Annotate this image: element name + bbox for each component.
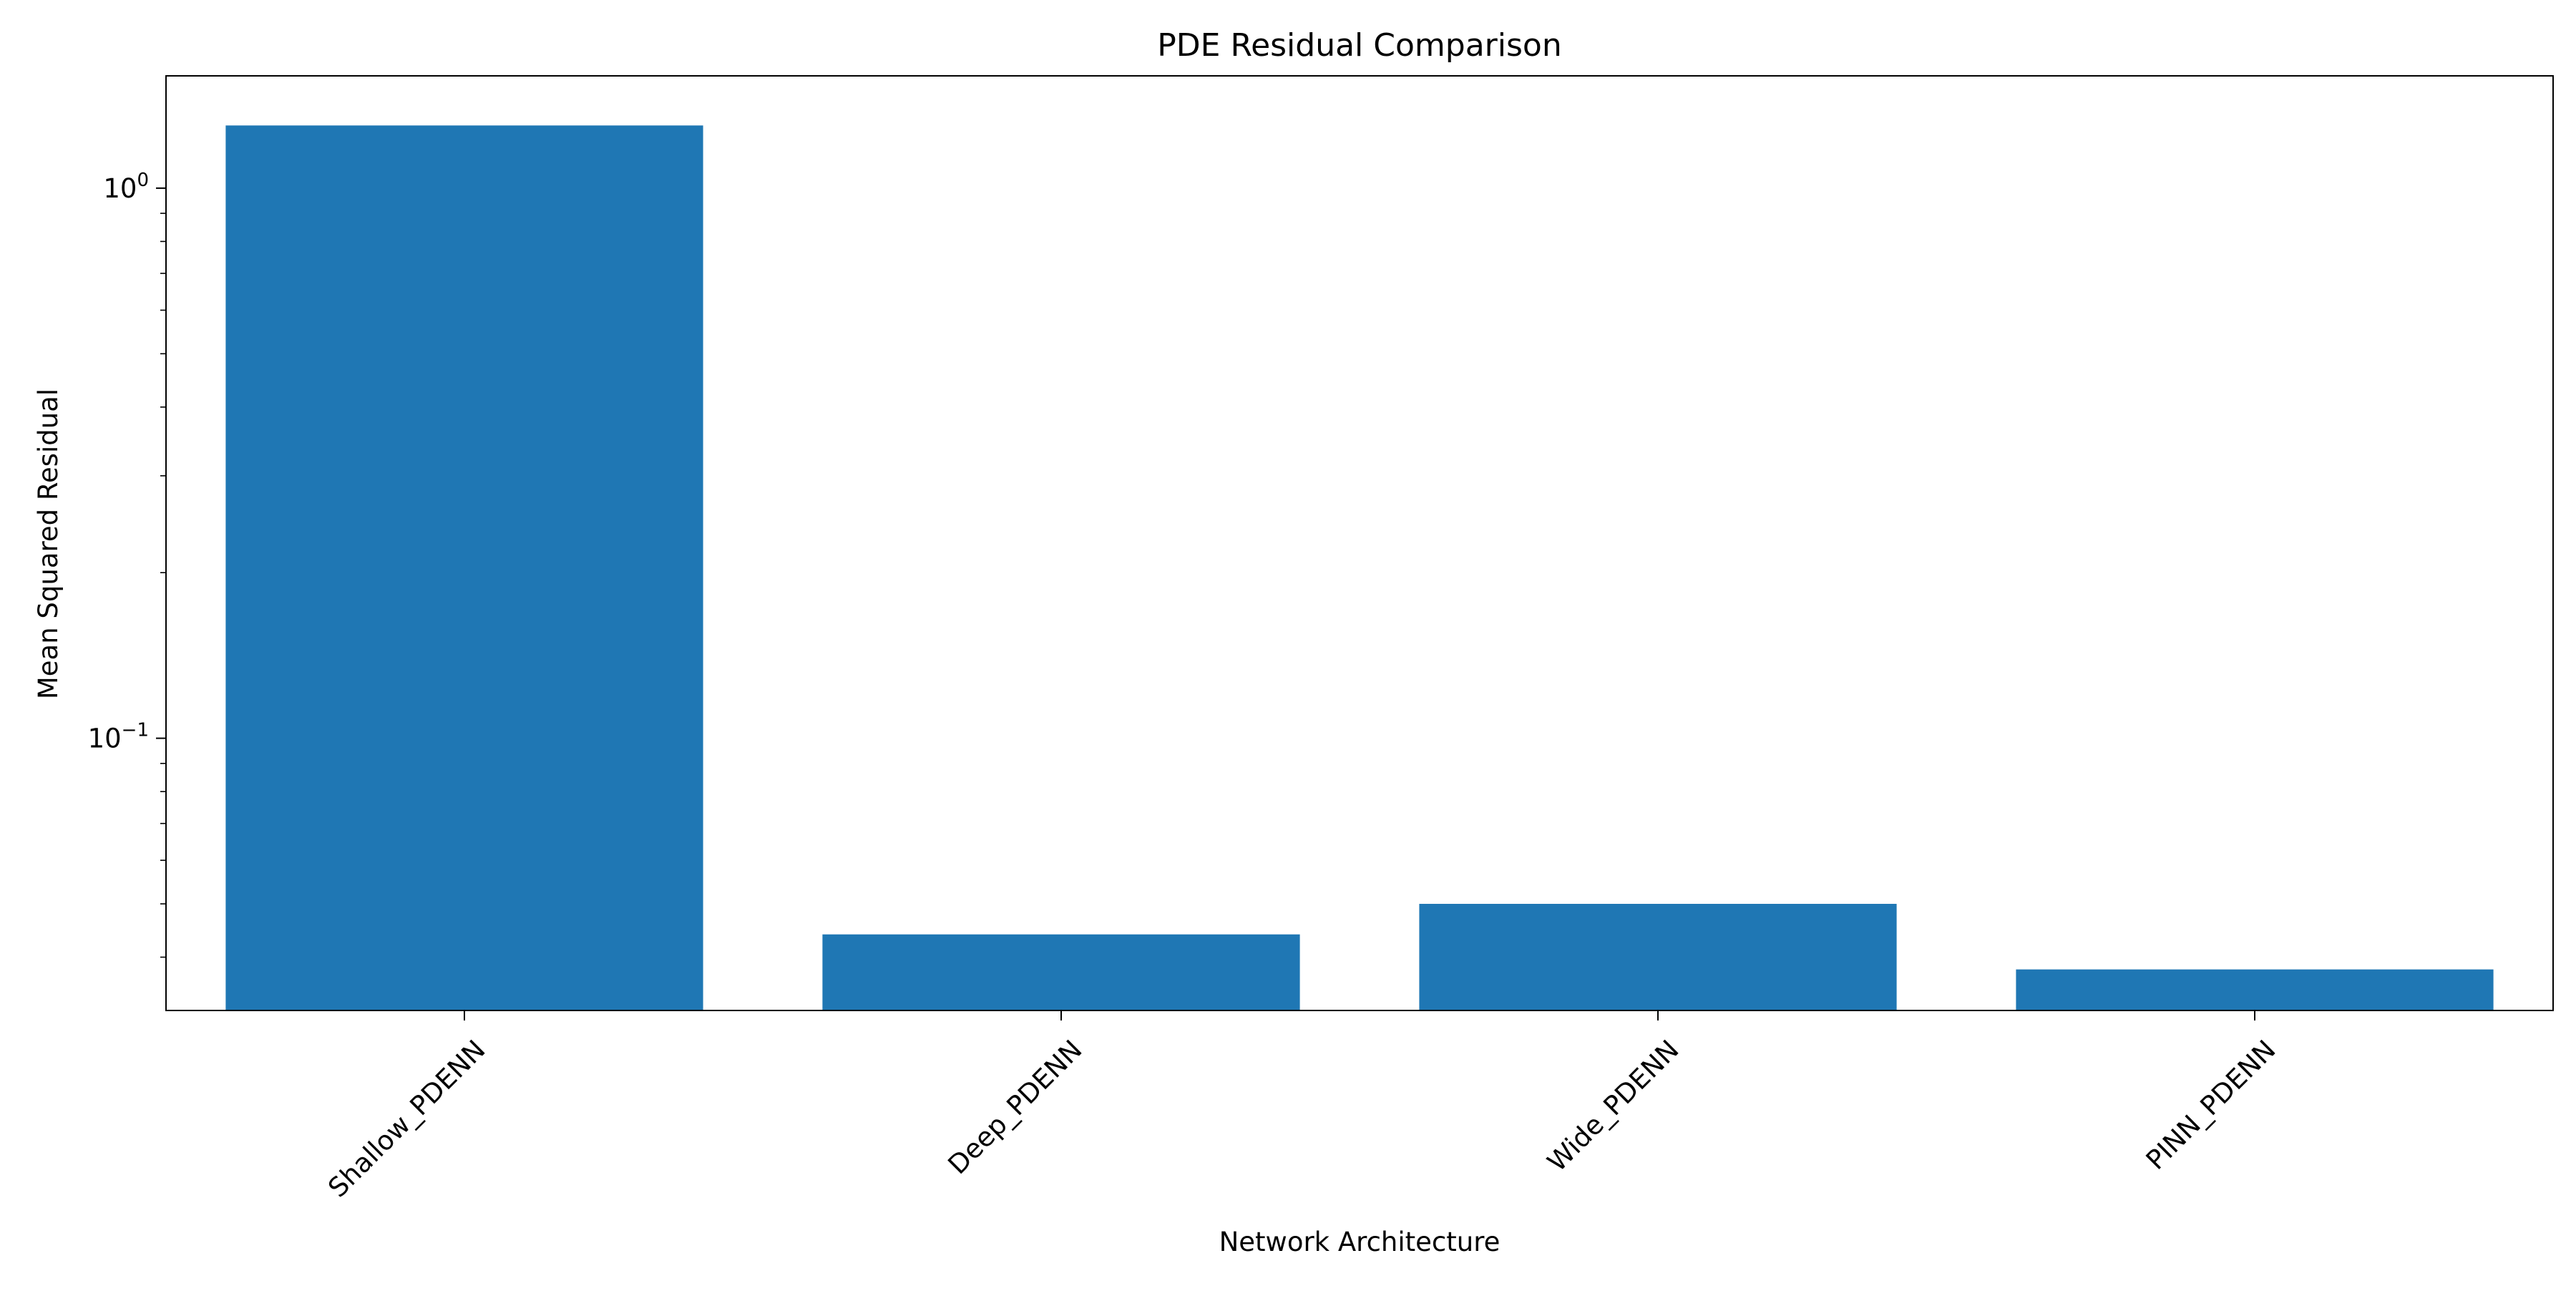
y-tick-label: 100 [103,170,149,204]
x-tick-label: Shallow_PDENN [322,1034,491,1203]
bar-deep-pdenn [822,934,1300,1010]
x-tick-label: PINN_PDENN [2140,1034,2282,1176]
y-tick-exponent: 0 [137,170,149,191]
plot-area [165,75,2554,1011]
x-tick-label: Deep_PDENN [942,1034,1088,1180]
chart-title: PDE Residual Comparison [1157,27,1561,64]
y-tick-exponent: −1 [122,720,149,741]
bar-shallow-pdenn [225,125,703,1011]
x-axis-label: Network Architecture [1219,1227,1501,1257]
bar-pinn-pdenn [2016,969,2494,1010]
y-tick-base: 10 [103,173,137,204]
y-axis-label: Mean Squared Residual [33,389,64,699]
y-tick-base: 10 [88,724,122,754]
x-axis-ticks: Shallow_PDENN Deep_PDENN Wide_PDENN PINN_PD… [322,1010,2282,1203]
bar-wide-pdenn [1419,904,1897,1010]
x-tick-label: Wide_PDENN [1541,1034,1684,1177]
y-tick-label: 10−1 [88,720,149,754]
plot-frame [165,75,2554,1011]
